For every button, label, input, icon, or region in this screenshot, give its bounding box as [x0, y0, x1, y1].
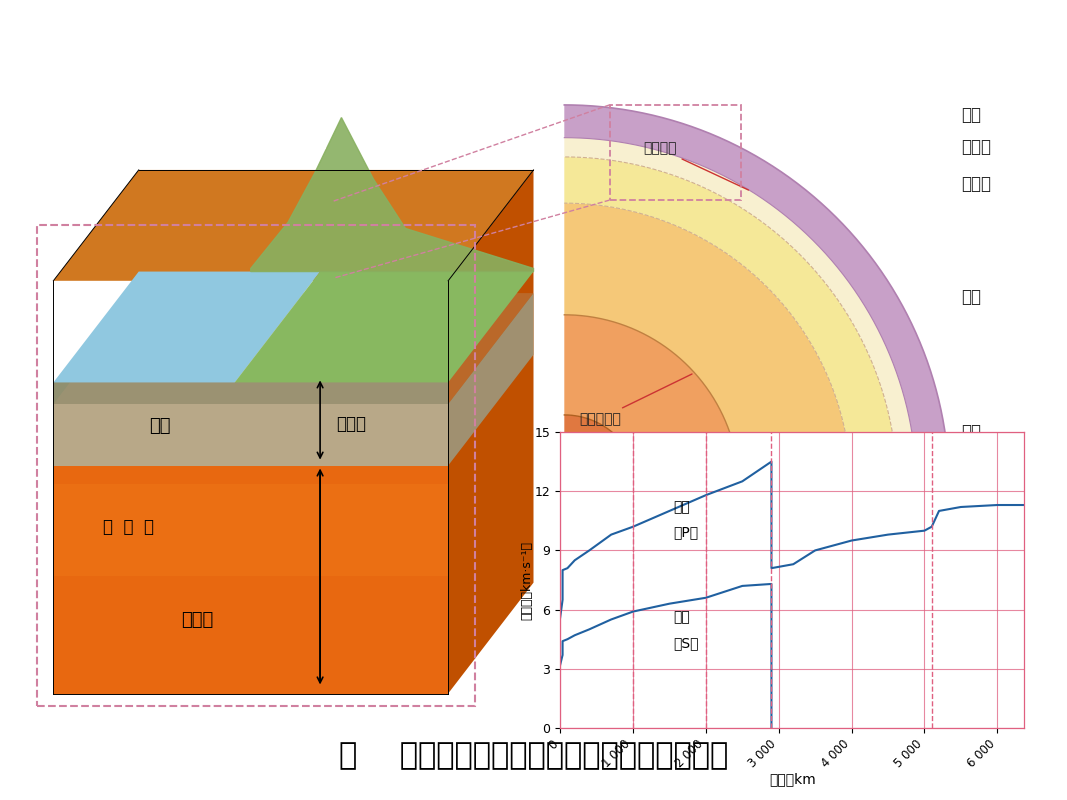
Bar: [37, 226, 475, 706]
Polygon shape: [53, 382, 448, 404]
Polygon shape: [53, 466, 448, 694]
Text: 地壳: 地壳: [961, 106, 981, 123]
Text: 岩石圈: 岩石圈: [336, 415, 366, 433]
Polygon shape: [53, 293, 534, 404]
Text: 横波: 横波: [673, 610, 690, 625]
Polygon shape: [235, 271, 534, 382]
Polygon shape: [564, 105, 950, 490]
Polygon shape: [251, 118, 534, 271]
Text: 上地幔: 上地幔: [961, 138, 991, 156]
Text: 下地幔: 下地幔: [961, 175, 991, 193]
Polygon shape: [53, 170, 534, 281]
Text: （S）: （S）: [673, 636, 699, 650]
Text: 古登堡界面: 古登堡界面: [579, 374, 692, 426]
Polygon shape: [564, 415, 639, 490]
Text: 莫霍界面: 莫霍界面: [643, 142, 749, 190]
Polygon shape: [53, 271, 320, 382]
Polygon shape: [448, 170, 534, 694]
Y-axis label: 速度／（km·s⁻¹）: 速度／（km·s⁻¹）: [521, 541, 534, 619]
Text: 内核: 内核: [961, 423, 981, 442]
Bar: [609, 105, 740, 200]
X-axis label: 深度／km: 深度／km: [769, 772, 815, 786]
Polygon shape: [564, 157, 897, 490]
Polygon shape: [53, 404, 448, 466]
Text: 外核: 外核: [961, 289, 981, 306]
Text: 地壳: 地壳: [149, 417, 171, 434]
Polygon shape: [564, 138, 917, 490]
Polygon shape: [448, 293, 534, 466]
Text: 软  流  层: 软 流 层: [102, 518, 154, 536]
Polygon shape: [53, 484, 448, 577]
Polygon shape: [304, 118, 325, 148]
Text: （P）: （P）: [673, 526, 698, 539]
Polygon shape: [564, 315, 739, 490]
Text: 上地幔: 上地幔: [181, 610, 213, 629]
Polygon shape: [564, 203, 851, 490]
Text: 纵波: 纵波: [673, 500, 690, 514]
Text: 图    地球内部地震波传播速度与圈层结构示意: 图 地球内部地震波传播速度与圈层结构示意: [339, 742, 728, 770]
